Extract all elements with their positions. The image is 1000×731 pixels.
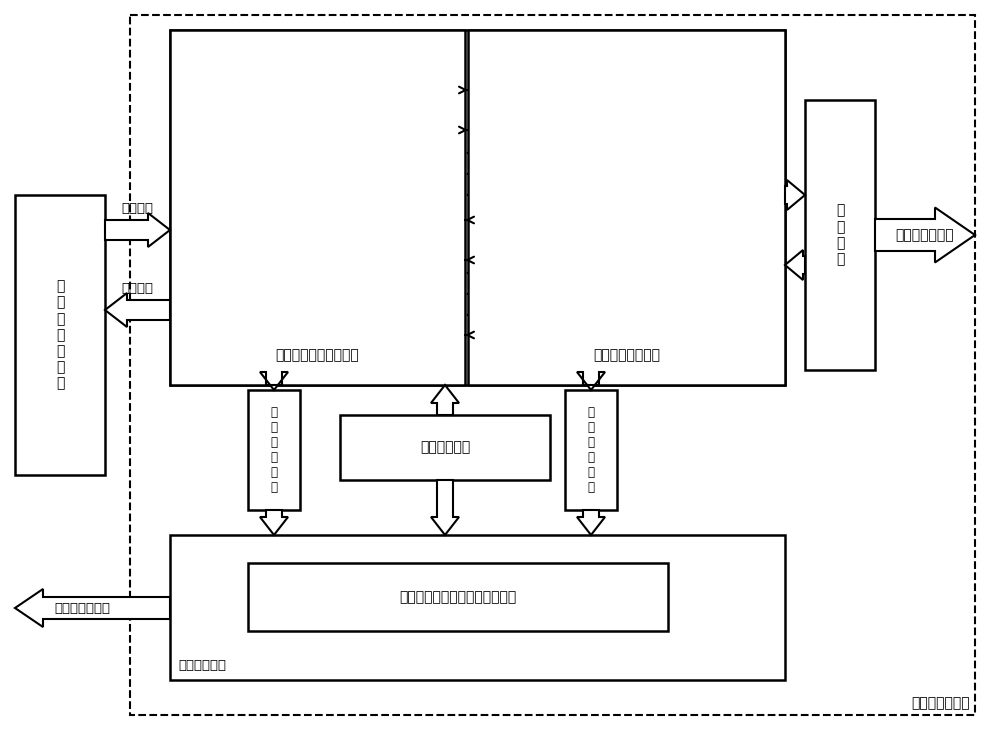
Bar bbox=[15, 195, 105, 475]
Polygon shape bbox=[785, 180, 805, 210]
Text: 下行数据: 下行数据 bbox=[122, 202, 154, 215]
Polygon shape bbox=[105, 293, 170, 327]
Text: 光
环
形
器: 光 环 形 器 bbox=[836, 204, 844, 266]
Text: 核
心
网
数
据
交
换: 核 心 网 数 据 交 换 bbox=[56, 279, 64, 390]
Text: 电信管理网接口: 电信管理网接口 bbox=[54, 602, 110, 615]
Text: 光频域编解码模块: 光频域编解码模块 bbox=[593, 348, 660, 362]
Text: 上行数据: 上行数据 bbox=[122, 282, 154, 295]
Bar bbox=[805, 100, 875, 370]
Text: 时编码模块的延时和耦合控制器: 时编码模块的延时和耦合控制器 bbox=[399, 590, 517, 604]
Text: 系统管理模块: 系统管理模块 bbox=[178, 659, 226, 672]
Bar bbox=[565, 390, 617, 510]
Polygon shape bbox=[260, 372, 288, 390]
Bar bbox=[170, 30, 785, 385]
Bar bbox=[170, 535, 785, 680]
Polygon shape bbox=[15, 589, 170, 627]
Bar bbox=[248, 390, 300, 510]
Text: ·
·
·: · · · bbox=[464, 265, 469, 325]
Polygon shape bbox=[577, 510, 605, 535]
Polygon shape bbox=[785, 250, 805, 280]
Polygon shape bbox=[431, 385, 459, 415]
Bar bbox=[170, 30, 465, 385]
Text: 电源管理模块: 电源管理模块 bbox=[420, 441, 470, 455]
Polygon shape bbox=[577, 372, 605, 390]
Text: 通
信
控
制
接
口: 通 信 控 制 接 口 bbox=[270, 406, 278, 494]
Bar bbox=[340, 415, 550, 480]
Polygon shape bbox=[431, 480, 459, 535]
Bar bbox=[248, 563, 668, 631]
Text: 局端光收发装置: 局端光收发装置 bbox=[911, 696, 970, 710]
Polygon shape bbox=[260, 510, 288, 535]
Text: 通
信
控
制
接
口: 通 信 控 制 接 口 bbox=[588, 406, 594, 494]
Bar bbox=[468, 30, 785, 385]
Polygon shape bbox=[875, 208, 975, 262]
Bar bbox=[130, 15, 975, 715]
Text: ·
·
·: · · · bbox=[464, 145, 469, 205]
Text: 光纤到光分配网: 光纤到光分配网 bbox=[896, 228, 954, 242]
Polygon shape bbox=[105, 213, 170, 247]
Text: 电时域延时编解码模块: 电时域延时编解码模块 bbox=[276, 348, 359, 362]
